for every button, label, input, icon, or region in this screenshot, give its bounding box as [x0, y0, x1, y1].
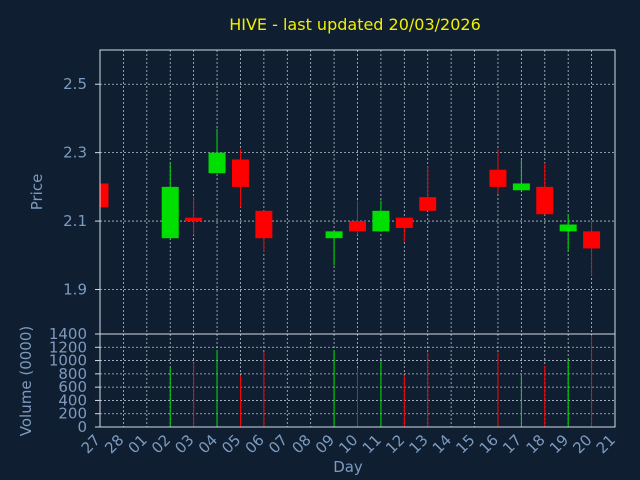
volume-tick-label: 0 — [77, 418, 87, 436]
x-tick-label: 21 — [593, 431, 619, 457]
x-tick-label: 16 — [476, 431, 502, 457]
candle-body — [372, 210, 390, 232]
x-tick-label: 03 — [171, 431, 197, 457]
x-tick-label: 13 — [405, 431, 431, 457]
volume-tick-label: 400 — [58, 391, 87, 409]
x-tick-label: 28 — [101, 431, 127, 457]
x-tick-label: 20 — [569, 431, 595, 457]
x-tick-label: 05 — [218, 431, 244, 457]
x-tick-label: 12 — [382, 431, 408, 457]
candle-body — [185, 217, 203, 222]
price-tick-labels: 1.9 2.1 2.3 2.5 — [63, 75, 87, 298]
candle-body — [395, 217, 413, 228]
volume-tick-label: 1200 — [49, 338, 87, 356]
candle-body — [100, 183, 109, 208]
volume-bars — [169, 335, 593, 427]
volume-axis-label: Volume (0000) — [17, 326, 35, 436]
candle-body — [419, 197, 437, 211]
volume-plot-frame — [99, 333, 616, 428]
x-tick-label: 02 — [148, 431, 174, 457]
price-axis-label: Price — [28, 174, 46, 211]
price-tick-label: 2.3 — [63, 144, 87, 162]
x-tick-label: 01 — [125, 431, 151, 457]
x-axis-label: Day — [333, 458, 363, 476]
x-tick-labels: 2728010203040506070809101112131415161718… — [78, 431, 619, 457]
candle-body — [325, 231, 343, 239]
volume-tick-label: 1400 — [49, 325, 87, 343]
price-tick-label: 1.9 — [63, 281, 87, 299]
candle-body — [349, 221, 366, 232]
candle-body — [512, 183, 530, 191]
chart-title: HIVE - last updated 20/03/2026 — [229, 15, 481, 34]
candle-body — [161, 186, 179, 239]
x-tick-label: 07 — [265, 431, 291, 457]
x-tick-label: 11 — [359, 431, 385, 457]
candles — [99, 128, 601, 276]
x-tick-label: 10 — [335, 431, 361, 457]
x-tick-label: 04 — [195, 431, 221, 457]
x-tick-label: 08 — [288, 431, 314, 457]
price-tick-label: 2.5 — [63, 75, 87, 93]
volume-grid — [95, 333, 615, 428]
price-tick-label: 2.1 — [63, 212, 87, 230]
volume-tick-label: 800 — [58, 365, 87, 383]
x-tick-label: 19 — [546, 431, 572, 457]
x-tick-label: 06 — [242, 431, 268, 457]
candle-body — [231, 159, 249, 187]
volume-tick-label: 200 — [58, 405, 87, 423]
candle-body — [536, 186, 554, 215]
x-tick-label: 18 — [523, 431, 549, 457]
candle-body — [559, 224, 577, 232]
x-tick-label: 17 — [499, 431, 525, 457]
x-tick-label: 14 — [429, 431, 455, 457]
volume-tick-label: 1000 — [49, 352, 87, 370]
candle-body — [583, 231, 601, 249]
candle-body — [255, 210, 273, 239]
x-tick-label: 15 — [452, 431, 478, 457]
x-tick-label: 09 — [312, 431, 338, 457]
volume-tick-label: 600 — [58, 378, 87, 396]
candle-body — [489, 169, 507, 187]
candle-body — [208, 152, 226, 174]
